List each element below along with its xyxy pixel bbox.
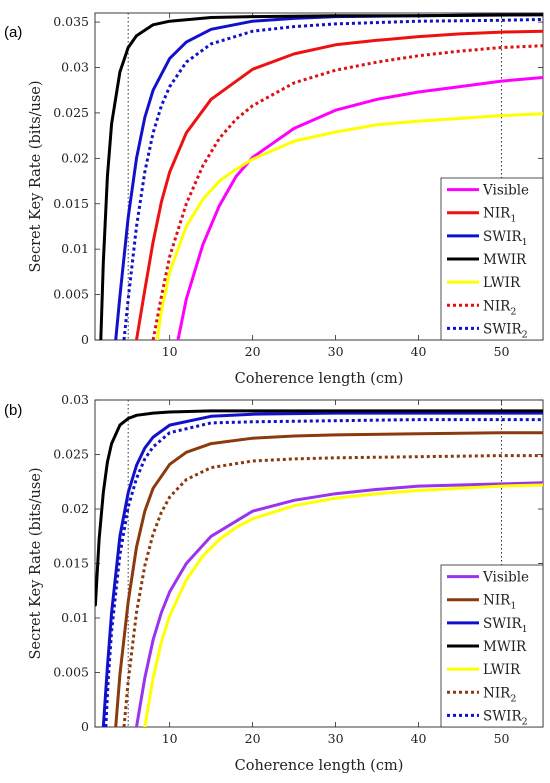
legend-label: NIR1 bbox=[483, 206, 516, 225]
legend-label: LWIR bbox=[483, 275, 521, 291]
series-line-nir1 bbox=[114, 431, 543, 727]
y-tick-label: 0.035 bbox=[53, 14, 89, 29]
legend-label: MWIR bbox=[483, 639, 527, 655]
chart-panel-a: (a) 0 0.005 0.01 0.015 0.02 0.025 0.03 0.035 10 20… bbox=[4, 12, 544, 387]
series-line-visible bbox=[176, 76, 543, 340]
x-tick-label: 30 bbox=[328, 731, 344, 746]
series-line-swir1 bbox=[101, 411, 543, 727]
x-tick-label: 50 bbox=[494, 344, 510, 359]
series-line-lwir bbox=[155, 112, 543, 340]
legend: Visible NIR1 SWIR1 MWIR LWIR NIR2 SWIR2 bbox=[440, 177, 544, 341]
x-tick-label: 40 bbox=[411, 344, 427, 359]
series-line-nir2 bbox=[151, 44, 543, 340]
legend-label: SWIR2 bbox=[483, 708, 528, 727]
x-tick-label: 40 bbox=[411, 731, 427, 746]
legend-label: Visible bbox=[482, 570, 529, 586]
legend-label: SWIR1 bbox=[483, 616, 528, 635]
panel-label: (b) bbox=[4, 402, 22, 419]
y-tick-label: 0.01 bbox=[61, 241, 89, 256]
x-tick-label: 10 bbox=[162, 731, 178, 746]
y-tick-label: 0.005 bbox=[53, 287, 89, 302]
x-tick-label: 30 bbox=[328, 344, 344, 359]
legend-label: SWIR1 bbox=[483, 229, 528, 248]
y-tick-label: 0.025 bbox=[53, 447, 89, 462]
x-tick-label: 20 bbox=[245, 731, 261, 746]
x-tick-label: 10 bbox=[162, 344, 178, 359]
y-tick-label: 0.025 bbox=[53, 105, 89, 120]
series-group bbox=[99, 13, 543, 340]
y-tick-label: 0.01 bbox=[61, 610, 89, 625]
x-tick-label: 50 bbox=[494, 731, 510, 746]
y-tick-label: 0.005 bbox=[53, 665, 89, 680]
series-line-nir2 bbox=[122, 454, 543, 727]
series-line-nir1 bbox=[135, 29, 543, 340]
legend-label: LWIR bbox=[483, 662, 521, 678]
x-axis-label: Coherence length (cm) bbox=[235, 758, 404, 774]
legend-label: NIR1 bbox=[483, 593, 516, 612]
legend-label: NIR2 bbox=[483, 685, 516, 704]
legend-label: SWIR2 bbox=[483, 321, 528, 340]
series-line-lwir bbox=[143, 483, 543, 727]
x-tick-label: 20 bbox=[245, 344, 261, 359]
legend-label: Visible bbox=[482, 183, 529, 199]
legend: Visible NIR1 SWIR1 MWIR LWIR NIR2 SWIR2 bbox=[440, 564, 544, 727]
y-tick-label: 0 bbox=[81, 719, 89, 734]
y-tick-label: 0.03 bbox=[61, 392, 89, 407]
series-line-swir2 bbox=[104, 418, 543, 727]
y-tick-label: 0.02 bbox=[61, 501, 89, 516]
y-axis-label: Secret Key Rate (bits/use) bbox=[28, 80, 44, 272]
series-line-visible bbox=[135, 481, 543, 727]
y-tick-label: 0.03 bbox=[61, 60, 89, 75]
series-group bbox=[95, 409, 543, 727]
y-tick-label: 0.02 bbox=[61, 150, 89, 165]
y-tick-label: 0 bbox=[81, 332, 89, 347]
legend-box bbox=[440, 177, 544, 341]
series-line-swir2 bbox=[122, 17, 543, 340]
y-tick-label: 0.015 bbox=[53, 556, 89, 571]
series-line-mwir bbox=[95, 409, 543, 607]
panel-label: (a) bbox=[4, 24, 22, 41]
series-line-mwir bbox=[99, 13, 543, 340]
legend-label: MWIR bbox=[483, 252, 527, 268]
x-axis-label: Coherence length (cm) bbox=[235, 371, 404, 387]
y-tick-label: 0.015 bbox=[53, 196, 89, 211]
chart-panel-b: (b) 0 0.005 0.01 0.015 0.02 0.025 0.03 10 20 30 40 5… bbox=[4, 392, 544, 774]
legend-label: NIR2 bbox=[483, 298, 516, 317]
y-axis-label: Secret Key Rate (bits/use) bbox=[28, 467, 44, 659]
axes-box bbox=[94, 12, 544, 341]
